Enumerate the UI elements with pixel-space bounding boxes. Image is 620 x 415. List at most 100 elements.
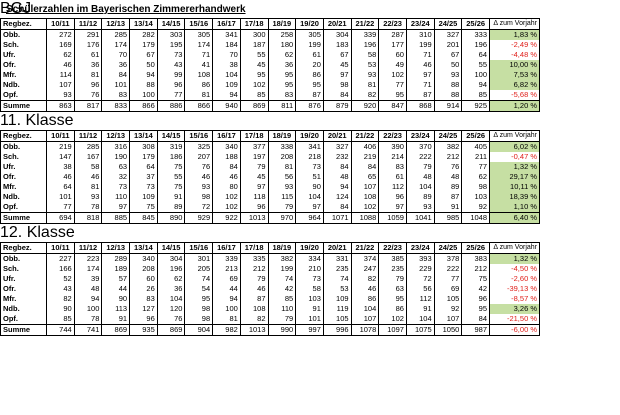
value-cell: 97: [322, 70, 352, 80]
value-cell: 282: [129, 29, 158, 40]
value-cell: 82: [46, 294, 75, 304]
value-cell: 81: [212, 314, 241, 325]
value-cell: 199: [295, 40, 324, 50]
page-title: Schülerzahlen im Bayerischen Zimmererhan…: [6, 4, 246, 15]
header-cell: Regbez.: [0, 130, 47, 142]
header-cell: 22/23: [378, 242, 407, 254]
value-cell: 866: [129, 100, 158, 112]
value-cell: 325: [184, 141, 214, 152]
value-cell: 81: [184, 90, 214, 101]
value-cell: 885: [101, 212, 131, 224]
value-cell: 741: [73, 324, 103, 336]
value-cell: 86: [184, 80, 214, 90]
value-cell: 997: [295, 324, 324, 336]
value-cell: 109: [322, 294, 352, 304]
value-cell: 75: [129, 202, 158, 213]
value-cell: 863: [46, 100, 75, 112]
value-cell: 385: [378, 253, 407, 264]
value-cell: 985: [433, 212, 463, 224]
value-cell: 196: [350, 40, 380, 50]
value-cell: 207: [184, 152, 214, 162]
value-cell: 199: [267, 264, 297, 274]
value-cell: 95: [295, 80, 324, 90]
value-cell: 38: [212, 60, 241, 70]
delta-cell: 3,26 %: [489, 304, 540, 314]
value-cell: 81: [267, 162, 297, 172]
value-cell: 339: [212, 253, 241, 264]
value-cell: 84: [350, 162, 380, 172]
value-cell: 982: [212, 324, 241, 336]
value-cell: 940: [212, 100, 241, 112]
value-cell: 210: [295, 264, 324, 274]
value-cell: 73: [156, 50, 186, 60]
value-cell: 285: [101, 29, 131, 40]
header-cell: 10/11: [46, 242, 75, 254]
value-cell: 109: [129, 192, 158, 202]
value-cell: 54: [184, 284, 214, 294]
header-cell: 20/21: [322, 242, 352, 254]
value-cell: 70: [101, 50, 131, 60]
data-table: Regbez. 10/11 11/12 12/13 13/14 14/15 15/16 16/…: [0, 242, 540, 336]
table-row: Ufr. 52 39 57 60 62 74 69 79 74 73 74 82 79 72 77 75 -2,6…: [0, 274, 540, 284]
delta-cell: -39,13 %: [489, 284, 540, 294]
value-cell: 340: [212, 141, 241, 152]
delta-cell: 1,83 %: [489, 29, 540, 40]
region-cell: Ndb.: [0, 304, 47, 314]
value-cell: 38: [46, 162, 75, 172]
delta-cell: 1,20 %: [489, 100, 540, 112]
value-cell: 69: [433, 284, 463, 294]
value-cell: 90: [295, 182, 324, 192]
header-cell: Δ zum Vorjahr: [489, 18, 540, 30]
value-cell: 208: [129, 264, 158, 274]
value-cell: 36: [73, 60, 103, 70]
region-cell: Ufr.: [0, 50, 47, 60]
value-cell: 341: [295, 141, 324, 152]
value-cell: 127: [129, 304, 158, 314]
value-cell: 73: [101, 182, 131, 192]
value-cell: 58: [73, 162, 103, 172]
value-cell: 272: [46, 29, 75, 40]
value-cell: 340: [129, 253, 158, 264]
value-cell: 46: [46, 60, 75, 70]
value-cell: 83: [101, 90, 131, 101]
value-cell: 1078: [350, 324, 380, 336]
value-cell: 46: [46, 172, 75, 182]
delta-cell: 7,53 %: [489, 70, 540, 80]
header-cell: 14/15: [156, 242, 186, 254]
data-table: Regbez. 10/11 11/12 12/13 13/14 14/15 15/16 16/…: [0, 18, 540, 112]
region-cell: Summe: [0, 100, 47, 112]
value-cell: 996: [322, 324, 352, 336]
value-cell: 186: [156, 152, 186, 162]
header-cell: 15/16: [184, 242, 214, 254]
value-cell: 341: [212, 29, 241, 40]
header-cell: 12/13: [101, 18, 131, 30]
header-cell: 11/12: [73, 242, 103, 254]
value-cell: 95: [378, 294, 407, 304]
value-cell: 46: [239, 284, 269, 294]
value-cell: 119: [322, 304, 352, 314]
value-cell: 93: [350, 70, 380, 80]
value-cell: 77: [46, 202, 75, 213]
value-cell: 82: [239, 314, 269, 325]
value-cell: 85: [267, 294, 297, 304]
value-cell: 166: [46, 264, 75, 274]
value-cell: 205: [184, 264, 214, 274]
value-cell: 76: [433, 162, 463, 172]
header-cell: 13/14: [129, 242, 158, 254]
value-cell: 199: [405, 40, 435, 50]
value-cell: 104: [212, 70, 241, 80]
header-cell: 25/26: [461, 242, 490, 254]
header-cell: 18/19: [267, 242, 297, 254]
value-cell: 196: [461, 40, 490, 50]
value-cell: 339: [350, 29, 380, 40]
value-cell: 890: [156, 212, 186, 224]
value-cell: 79: [267, 314, 297, 325]
value-cell: 108: [184, 70, 214, 80]
value-cell: 869: [101, 324, 131, 336]
value-cell: 187: [239, 40, 269, 50]
delta-cell: 10,00 %: [489, 60, 540, 70]
value-cell: 99: [156, 70, 186, 80]
value-cell: 87: [433, 192, 463, 202]
header-cell: 17/18: [239, 130, 269, 142]
